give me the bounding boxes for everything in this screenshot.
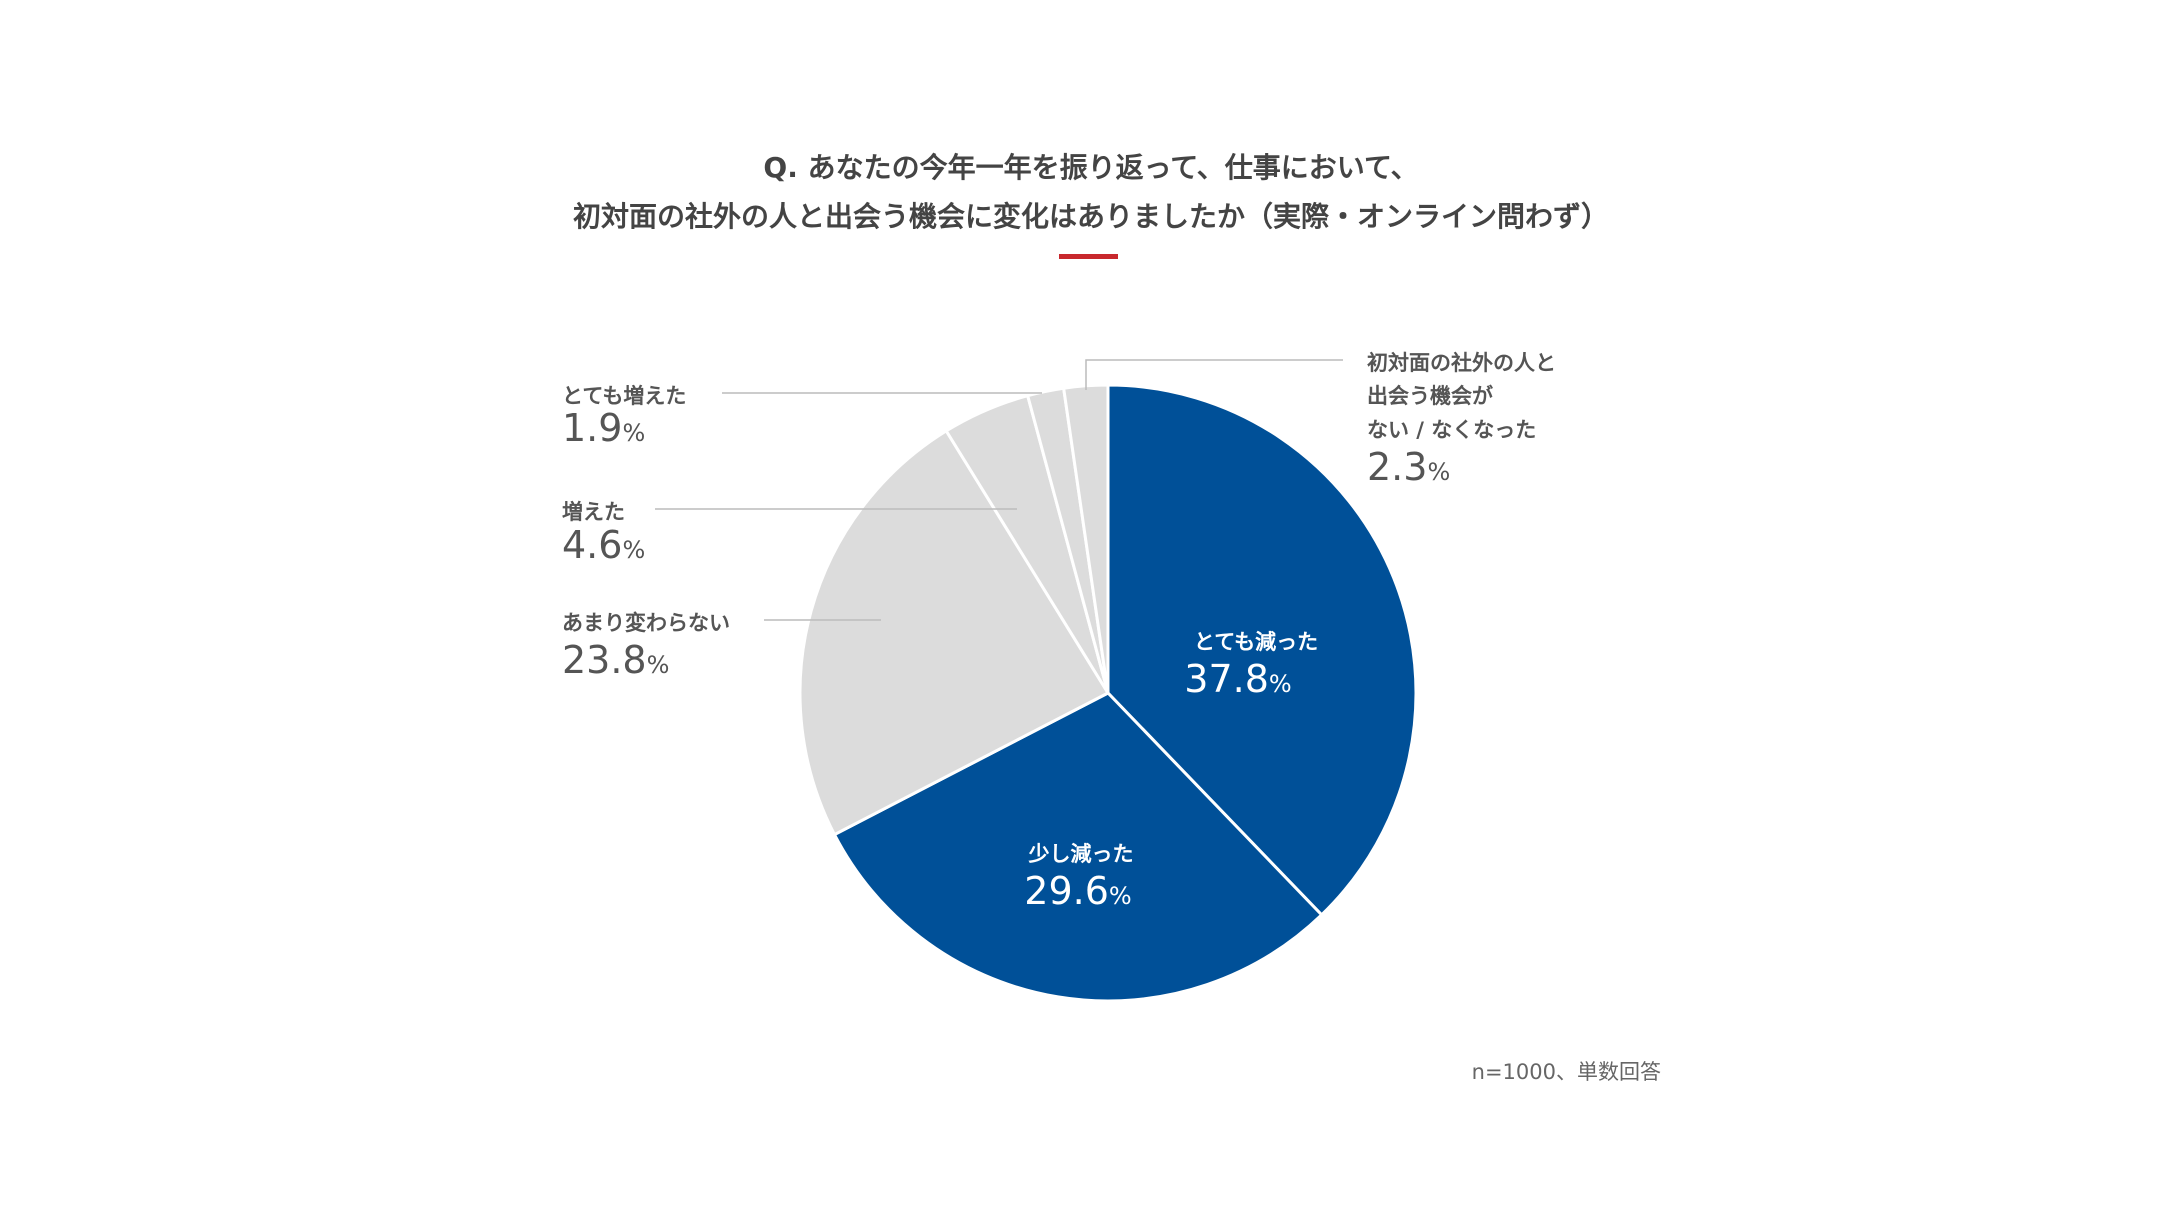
slice-value-very-increased: 1.9% (562, 406, 646, 450)
pie-slice-2 (798, 428, 1111, 837)
slice-value-slightly-decreased: 29.6% (1024, 869, 1132, 913)
sample-note: n=1000、単数回答 (1471, 1060, 1661, 1084)
slice-label-no-opportunity-line-1: 初対面の社外の人と (1367, 351, 1556, 375)
pie-slice-0 (1106, 383, 1418, 917)
slice-value-increased: 4.6% (562, 523, 646, 567)
slice-label-unchanged: あまり変わらない (562, 611, 730, 635)
leader-line-no-opportunity (1085, 359, 1343, 390)
title-accent-bar (1059, 254, 1118, 259)
slice-value-very-decreased: 37.8% (1184, 657, 1292, 701)
slice-label-no-opportunity-line-3: ない / なくなった (1367, 418, 1537, 442)
slice-value-no-opportunity: 2.3% (1367, 445, 1451, 489)
slice-value-unchanged: 23.8% (562, 638, 670, 682)
pie-slice-1 (832, 691, 1324, 1003)
slice-label-increased: 増えた (562, 500, 625, 524)
slice-label-very-increased: とても増えた (562, 384, 687, 408)
chart-title-line-2: 初対面の社外の人と出会う機会に変化はありましたか（実際・オンライン問わず） (572, 200, 1609, 233)
slice-label-very-decreased: とても減った (1193, 630, 1319, 654)
slice-label-no-opportunity-line-2: 出会う機会が (1367, 384, 1493, 408)
slice-label-slightly-decreased: 少し減った (1028, 842, 1134, 866)
chart-title-line-1: Q. あなたの今年一年を振り返って、仕事において、 (763, 151, 1419, 184)
